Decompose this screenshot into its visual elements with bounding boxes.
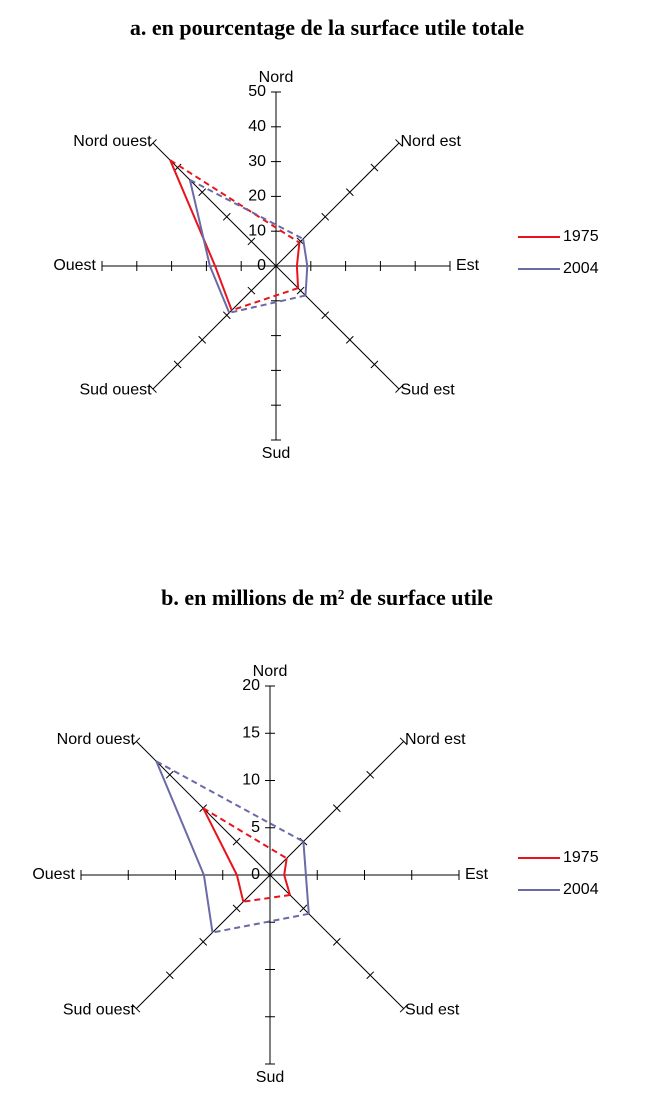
axis-label: Est	[465, 866, 489, 883]
chart-title: b. en millions de m² de surface utile	[161, 585, 493, 610]
series-line	[155, 761, 310, 933]
axis-line	[275, 142, 400, 267]
y-tick-label: 0	[257, 257, 266, 274]
series-line	[188, 179, 309, 314]
axis-label: Sud	[256, 1069, 284, 1086]
tick-mark	[247, 237, 256, 246]
axis-label: Sud est	[405, 1001, 460, 1018]
tick-mark	[132, 1004, 141, 1013]
tick-mark	[232, 837, 241, 846]
tick-mark	[399, 1004, 408, 1013]
axis-label: Ouest	[53, 257, 96, 274]
tick-mark	[132, 737, 141, 746]
tick-mark	[345, 335, 354, 344]
tick-mark	[332, 804, 341, 813]
axis-label: Sud est	[400, 382, 455, 399]
tick-mark	[222, 212, 231, 221]
y-tick-label: 50	[248, 83, 266, 100]
tick-mark	[165, 770, 174, 779]
axis-line	[152, 265, 277, 390]
tick-mark	[395, 385, 403, 393]
tick-mark	[222, 311, 231, 320]
tick-mark	[199, 937, 208, 946]
axis-label: Sud ouest	[79, 382, 152, 399]
axis-label: Nord est	[400, 133, 461, 150]
axis-label: Sud ouest	[63, 1001, 136, 1018]
gap-connector	[155, 760, 309, 934]
tick-mark	[296, 286, 305, 295]
axis-label: Nord	[259, 69, 294, 86]
y-tick-label: 30	[248, 153, 266, 170]
y-tick-label: 10	[248, 222, 266, 239]
y-tick-label: 15	[242, 724, 260, 741]
tick-mark	[321, 311, 330, 320]
legend-label: 2004	[563, 260, 599, 277]
axis-label: Ouest	[32, 866, 75, 883]
legend-label: 1975	[563, 849, 599, 866]
y-tick-label: 10	[242, 772, 260, 789]
y-tick-label: 20	[242, 677, 260, 694]
tick-mark	[199, 804, 208, 813]
legend-label: 1975	[563, 228, 599, 245]
tick-mark	[149, 139, 157, 147]
gap-connector	[202, 807, 291, 903]
tick-mark	[165, 971, 174, 980]
tick-mark	[232, 904, 241, 913]
y-tick-label: 5	[251, 819, 260, 836]
axis-label: Nord	[253, 663, 288, 680]
tick-mark	[299, 904, 308, 913]
axis-line	[275, 265, 400, 390]
tick-mark	[321, 212, 330, 221]
series-line	[202, 807, 291, 902]
tick-mark	[173, 360, 182, 369]
axis-label: Sud	[262, 445, 290, 462]
tick-mark	[366, 770, 375, 779]
y-tick-label: 0	[251, 866, 260, 883]
chart-title: a. en pourcentage de la surface utile to…	[130, 15, 525, 40]
tick-mark	[370, 163, 379, 172]
y-tick-label: 40	[248, 118, 266, 135]
tick-mark	[198, 188, 207, 197]
gap-connector	[169, 159, 300, 312]
legend-label: 2004	[563, 881, 599, 898]
series-line	[169, 159, 301, 311]
axis-label: Nord ouest	[73, 133, 152, 150]
gap-connector	[189, 179, 306, 314]
tick-mark	[395, 139, 403, 147]
tick-mark	[345, 188, 354, 197]
axis-label: Est	[456, 257, 480, 274]
axis-label: Nord est	[405, 731, 466, 748]
tick-mark	[399, 737, 408, 746]
tick-mark	[332, 937, 341, 946]
axis-label: Nord ouest	[57, 731, 136, 748]
tick-mark	[366, 971, 375, 980]
tick-mark	[149, 385, 157, 393]
y-tick-label: 20	[248, 188, 266, 205]
tick-mark	[247, 286, 256, 295]
tick-mark	[370, 360, 379, 369]
tick-mark	[198, 335, 207, 344]
